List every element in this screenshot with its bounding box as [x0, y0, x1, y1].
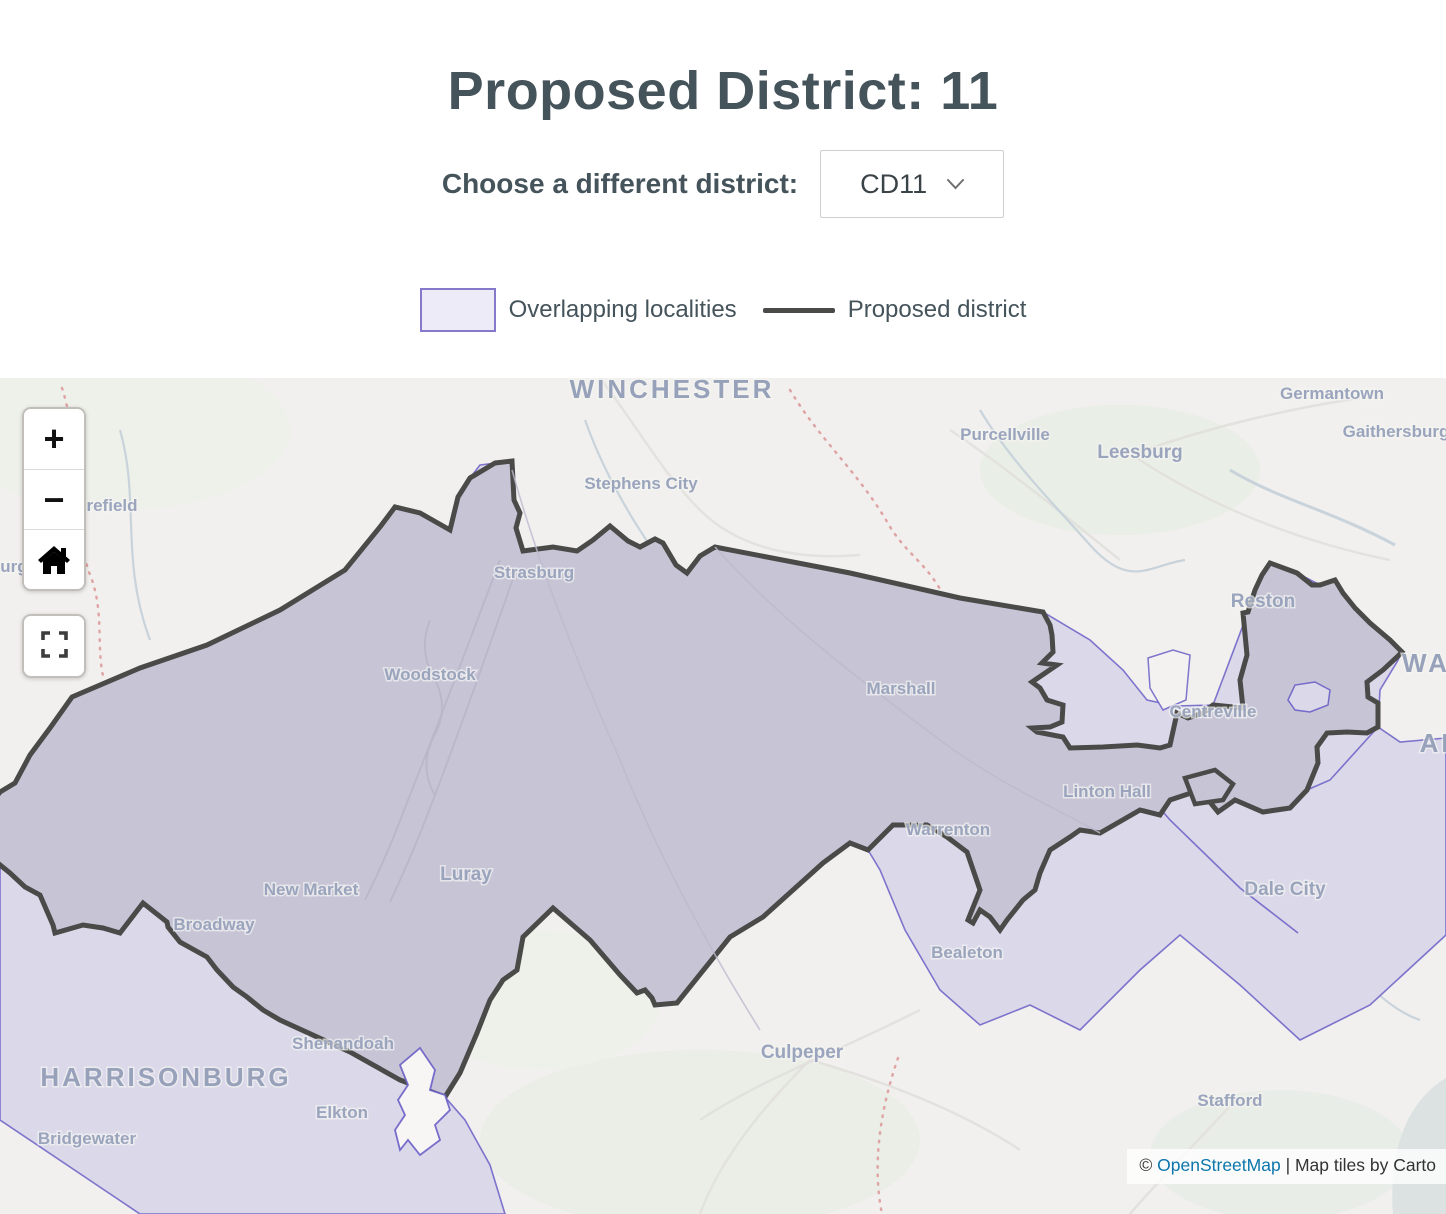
proposed-district-fragment: [1182, 767, 1236, 807]
nonoverlap-wedge: [1147, 649, 1191, 711]
home-icon: [36, 544, 72, 576]
map-zoom-control: + −: [22, 407, 86, 591]
page-title: Proposed District: 11: [447, 61, 999, 122]
roads-layer: [599, 378, 1391, 1214]
osm-link[interactable]: OpenStreetMap: [1157, 1155, 1281, 1175]
fairfax-city-hole: [1287, 681, 1331, 713]
zoom-in-button[interactable]: +: [24, 409, 84, 469]
minus-icon: −: [43, 478, 65, 520]
map-label: Bealeton: [931, 943, 1003, 962]
map-label: Shenandoah: [292, 1034, 394, 1053]
map-label: Gaithersburg: [1343, 422, 1446, 441]
zoom-out-button[interactable]: −: [24, 469, 84, 529]
map-label: urg: [0, 557, 27, 576]
map-label: Linton Hall: [1063, 782, 1151, 801]
map-label: Purcellville: [960, 425, 1050, 444]
map-label: Elkton: [316, 1103, 368, 1122]
home-button[interactable]: [24, 529, 84, 589]
district-select-value: CD11: [860, 168, 928, 199]
map-label: Centreville: [1170, 702, 1257, 721]
attribution-copyright: ©: [1139, 1155, 1158, 1175]
legend-district-label: Proposed district: [847, 296, 1027, 323]
fullscreen-icon: [40, 630, 68, 658]
map-fullscreen-control: [22, 614, 86, 678]
map-label: Stephens City: [584, 474, 698, 493]
map-label: WA: [1402, 648, 1446, 678]
proposed-district-shape: [0, 458, 1406, 1101]
map-label: Leesburg: [1097, 442, 1183, 463]
map-label: Strasburg: [494, 563, 574, 582]
map-label: Germantown: [1280, 384, 1384, 403]
map-label: Woodstock: [384, 665, 476, 684]
legend-district-line: [762, 307, 835, 313]
terrain-patch: [480, 1050, 920, 1214]
ridge-lines: [364, 559, 517, 903]
map-svg: WINCHESTER Germantown Gaithersburg Purcellv…: [0, 378, 1446, 1214]
map-label: Marshall: [867, 679, 936, 698]
map-label: Culpeper: [761, 1042, 844, 1063]
map-label: WINCHESTER: [570, 378, 775, 404]
harrisonburg-hole: [394, 1046, 452, 1157]
water-body: [1392, 1078, 1446, 1214]
legend-locality-swatch: [419, 288, 496, 332]
map-label: HARRISONBURG: [40, 1062, 291, 1092]
district-select-label: Choose a different district:: [441, 168, 799, 199]
map-label: Reston: [1231, 591, 1295, 612]
map-label: Luray: [440, 864, 492, 885]
fullscreen-button[interactable]: [24, 616, 84, 672]
map-label: Stafford: [1197, 1091, 1262, 1110]
map-label: refield: [86, 496, 137, 515]
district-select[interactable]: CD11: [820, 150, 1005, 218]
map-label: Broadway: [173, 915, 255, 934]
plus-icon: +: [43, 418, 65, 459]
chevron-down-icon: [947, 178, 965, 190]
map-label: Dale City: [1244, 879, 1326, 900]
map-label: AL: [1420, 728, 1446, 758]
map-canvas[interactable]: WINCHESTER Germantown Gaithersburg Purcellv…: [0, 378, 1446, 1214]
district-roads: [511, 469, 1101, 1031]
district-chooser: Choose a different district: CD11: [0, 149, 1446, 219]
map-label: Bridgewater: [38, 1129, 137, 1148]
legend: Overlapping localities Proposed district: [0, 287, 1446, 333]
map-label: Warrenton: [906, 820, 990, 839]
legend-locality-label: Overlapping localities: [508, 296, 737, 323]
map-label: New Market: [264, 880, 359, 899]
map-attribution: © OpenStreetMap | Map tiles by Carto: [1127, 1149, 1446, 1184]
attribution-tiles: | Map tiles by Carto: [1280, 1155, 1436, 1175]
